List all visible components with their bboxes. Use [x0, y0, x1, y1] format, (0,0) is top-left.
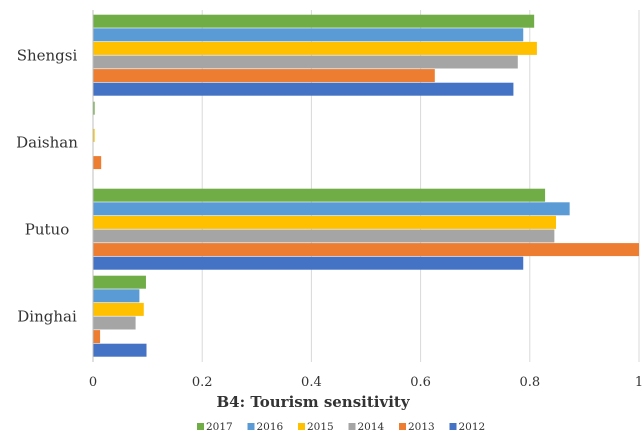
x-tick-0-2: 0.2 [192, 375, 213, 390]
legend-swatch-2016 [247, 423, 255, 430]
bar-daishan-2013 [93, 156, 102, 170]
bar-shengsi-2015 [93, 41, 537, 55]
category-label-putuo: Putuo [25, 221, 69, 239]
bar-shengsi-2012 [93, 82, 514, 96]
bar-shengsi-2013 [93, 69, 435, 83]
bar-daishan-2017 [93, 101, 95, 115]
x-tick-0-8: 0.8 [519, 375, 540, 390]
legend: 2017 2016 2015 2014 2013 2012 [197, 421, 485, 433]
legend-swatch-2015 [298, 423, 305, 430]
bar-putuo-2013 [93, 243, 639, 257]
bar-dinghai-2014 [93, 316, 136, 330]
category-label-dinghai: Dinghai [17, 308, 77, 326]
category-label-daishan: Daishan [16, 134, 78, 152]
bar-putuo-2016 [93, 202, 570, 216]
legend-label-2013: 2013 [408, 421, 435, 433]
bar-putuo-2017 [93, 188, 546, 202]
x-tick-0: 0 [89, 375, 97, 390]
x-axis-title: B4: Tourism sensitivity [216, 393, 410, 411]
legend-swatch-2013 [399, 423, 406, 430]
category-labels: Dinghai Putuo Daishan Shengsi [16, 47, 78, 326]
bar-daishan-2015 [93, 128, 95, 142]
legend-label-2017: 2017 [206, 421, 233, 433]
bar-dinghai-2017 [93, 275, 146, 289]
legend-swatch-2014 [348, 423, 356, 430]
bar-putuo-2014 [93, 229, 555, 243]
legend-label-2012: 2012 [459, 421, 486, 433]
bar-dinghai-2012 [93, 343, 147, 357]
bars [93, 14, 639, 357]
legend-swatch-2012 [449, 423, 457, 430]
legend-label-2014: 2014 [358, 421, 385, 433]
bar-dinghai-2015 [93, 302, 144, 316]
x-tick-0-6: 0.6 [410, 375, 431, 390]
bar-dinghai-2016 [93, 289, 140, 303]
bar-putuo-2015 [93, 215, 557, 229]
bar-dinghai-2013 [93, 330, 101, 344]
bar-shengsi-2017 [93, 14, 535, 28]
bar-shengsi-2016 [93, 28, 524, 42]
bar-shengsi-2014 [93, 55, 518, 69]
x-tick-labels: 0 0.2 0.4 0.6 0.8 1 [89, 375, 642, 390]
bar-putuo-2012 [93, 256, 524, 270]
legend-label-2015: 2015 [307, 421, 334, 433]
legend-label-2016: 2016 [257, 421, 284, 433]
gridlines [201, 10, 640, 362]
category-label-shengsi: Shengsi [17, 47, 78, 65]
x-tick-0-4: 0.4 [301, 375, 322, 390]
legend-swatch-2017 [197, 423, 204, 430]
x-tick-1: 1 [635, 375, 642, 390]
